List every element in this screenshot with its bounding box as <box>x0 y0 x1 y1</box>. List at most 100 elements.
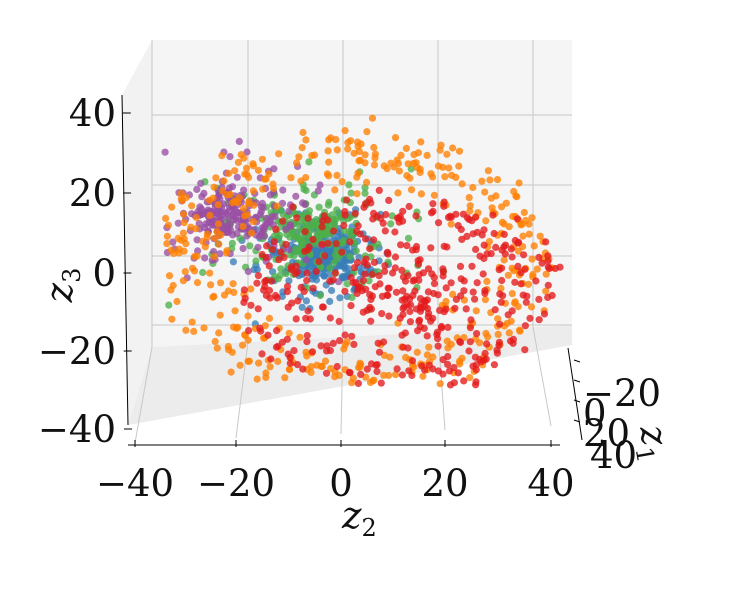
scatter-point <box>316 181 324 189</box>
scatter-point <box>367 305 375 313</box>
scatter-point <box>473 330 481 338</box>
scatter-point <box>481 349 489 357</box>
scatter-point <box>304 307 312 315</box>
scatter-point <box>404 234 413 242</box>
scatter-point <box>293 214 301 222</box>
scatter-point <box>285 329 293 337</box>
scatter-point <box>439 356 447 364</box>
scatter-point <box>266 363 274 371</box>
scatter-point <box>480 241 488 249</box>
scatter-point <box>516 327 524 335</box>
scatter-point <box>399 273 407 281</box>
scatter-point <box>214 220 222 228</box>
grid-line-floor <box>532 327 552 427</box>
scatter-point <box>418 362 426 370</box>
scatter-point <box>297 177 305 185</box>
scatter-point <box>469 288 477 296</box>
scatter-point <box>517 280 525 288</box>
scatter-point <box>394 159 402 168</box>
scatter-point <box>305 243 313 251</box>
scatter-point <box>350 340 358 348</box>
scatter-point <box>303 338 311 346</box>
scatter-point <box>370 143 378 152</box>
scatter-point <box>542 238 550 246</box>
scatter-point <box>427 244 435 252</box>
scatter-point <box>303 276 311 285</box>
scatter-point <box>173 297 181 306</box>
scatter-point <box>361 235 370 243</box>
scatter-point <box>314 187 322 195</box>
scatter-point <box>353 258 362 267</box>
scatter-point <box>357 360 365 369</box>
scatter-point <box>218 152 226 160</box>
scatter-point <box>297 237 305 245</box>
scatter-point <box>429 365 437 373</box>
scatter-point <box>200 324 208 332</box>
scatter-point <box>441 173 449 181</box>
scatter-point <box>277 248 285 256</box>
scatter-point <box>501 250 509 258</box>
scatter-point <box>528 214 536 222</box>
scatter-point <box>544 257 552 265</box>
scatter-point <box>514 262 522 270</box>
scatter-point <box>442 297 450 306</box>
scatter-point <box>521 346 529 354</box>
scatter-point <box>200 223 209 232</box>
scatter-point <box>455 162 463 170</box>
scatter-point <box>436 380 444 388</box>
scatter-point <box>263 219 271 227</box>
scatter-point <box>317 342 325 350</box>
scatter-point <box>316 291 324 300</box>
scatter-point <box>384 284 392 292</box>
scatter-point <box>316 230 324 239</box>
scatter-point <box>279 186 287 194</box>
scatter-point <box>456 338 464 346</box>
scatter-point <box>522 298 530 306</box>
scatter-point <box>417 138 425 146</box>
scatter-point <box>413 348 421 356</box>
scatter-point <box>285 365 294 373</box>
scatter-point <box>462 305 470 313</box>
scatter-point <box>412 305 421 313</box>
scatter-point <box>292 247 300 256</box>
scatter-point <box>233 229 241 237</box>
scatter-point <box>430 280 439 288</box>
scatter-point <box>239 204 248 213</box>
scatter-point <box>273 327 281 335</box>
scatter-point <box>363 365 371 373</box>
z1-tick-mark <box>573 419 581 423</box>
scatter-point <box>429 353 437 361</box>
scatter-point <box>285 277 293 285</box>
scatter-point <box>338 273 346 281</box>
scatter-point <box>476 339 484 347</box>
scatter-point <box>317 263 325 271</box>
scatter-point <box>346 253 354 261</box>
scatter-point <box>311 151 319 159</box>
scatter-point <box>265 314 274 322</box>
scatter-point <box>378 310 386 318</box>
scatter-point <box>472 378 480 386</box>
scatter-point <box>374 339 382 347</box>
scatter-point <box>250 201 258 209</box>
scatter-point <box>303 269 311 277</box>
scatter-point <box>384 291 392 300</box>
scatter-point <box>382 211 390 219</box>
scatter-point <box>398 266 406 274</box>
scatter-point <box>446 381 455 389</box>
scatter-point <box>245 327 253 335</box>
scatter-point <box>302 256 310 264</box>
scatter-point <box>231 167 239 175</box>
scatter-point <box>380 338 388 346</box>
scatter-point <box>247 301 255 309</box>
scatter-point <box>321 252 329 260</box>
scatter-point <box>542 287 550 295</box>
scatter-point <box>340 222 348 230</box>
scatter-point <box>458 354 466 362</box>
scatter-point <box>429 200 437 208</box>
scatter-point <box>336 294 344 302</box>
scatter-point <box>444 323 452 331</box>
scatter-point <box>416 295 425 303</box>
scatter-point <box>354 379 362 388</box>
scatter-point <box>240 212 249 220</box>
scatter-point <box>341 265 349 273</box>
